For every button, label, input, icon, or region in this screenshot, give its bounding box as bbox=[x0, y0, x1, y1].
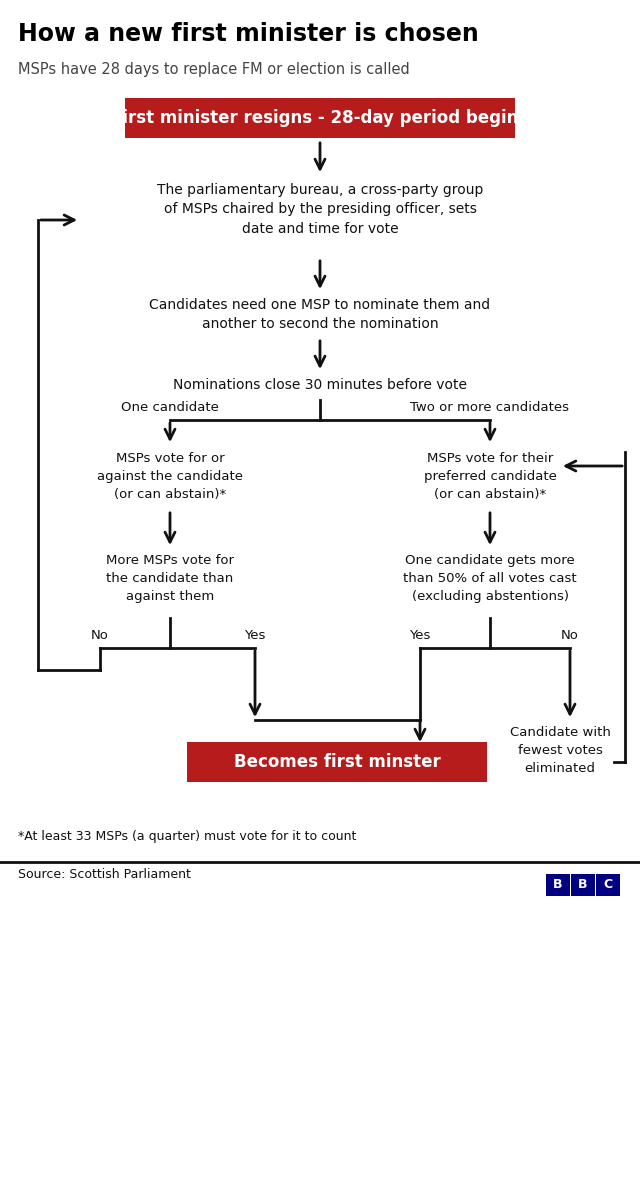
FancyBboxPatch shape bbox=[546, 874, 570, 896]
FancyBboxPatch shape bbox=[571, 874, 595, 896]
Text: Candidate with
fewest votes
eliminated: Candidate with fewest votes eliminated bbox=[509, 726, 611, 775]
FancyBboxPatch shape bbox=[596, 874, 620, 896]
Text: Becomes first minster: Becomes first minster bbox=[234, 753, 440, 771]
Text: The parliamentary bureau, a cross-party group
of MSPs chaired by the presiding o: The parliamentary bureau, a cross-party … bbox=[157, 183, 483, 236]
Text: Candidates need one MSP to nominate them and
another to second the nomination: Candidates need one MSP to nominate them… bbox=[149, 298, 491, 331]
Text: B: B bbox=[553, 878, 563, 891]
FancyBboxPatch shape bbox=[125, 98, 515, 138]
FancyBboxPatch shape bbox=[187, 742, 487, 782]
Text: Yes: Yes bbox=[410, 630, 431, 643]
Text: Two or more candidates: Two or more candidates bbox=[410, 401, 570, 414]
Text: MSPs have 28 days to replace FM or election is called: MSPs have 28 days to replace FM or elect… bbox=[18, 62, 410, 77]
Text: Nominations close 30 minutes before vote: Nominations close 30 minutes before vote bbox=[173, 378, 467, 391]
Text: C: C bbox=[604, 878, 612, 891]
Text: One candidate: One candidate bbox=[121, 401, 219, 414]
Text: No: No bbox=[91, 630, 109, 643]
Text: How a new first minister is chosen: How a new first minister is chosen bbox=[18, 22, 479, 46]
Text: MSPs vote for their
preferred candidate
(or can abstain)*: MSPs vote for their preferred candidate … bbox=[424, 452, 556, 501]
Text: No: No bbox=[561, 630, 579, 643]
Text: *At least 33 MSPs (a quarter) must vote for it to count: *At least 33 MSPs (a quarter) must vote … bbox=[18, 830, 356, 843]
Text: MSPs vote for or
against the candidate
(or can abstain)*: MSPs vote for or against the candidate (… bbox=[97, 452, 243, 501]
Text: Yes: Yes bbox=[244, 630, 266, 643]
Text: First minister resigns - 28-day period begins: First minister resigns - 28-day period b… bbox=[111, 108, 529, 127]
Text: One candidate gets more
than 50% of all votes cast
(excluding abstentions): One candidate gets more than 50% of all … bbox=[403, 554, 577, 602]
Text: Source: Scottish Parliament: Source: Scottish Parliament bbox=[18, 868, 191, 881]
Text: More MSPs vote for
the candidate than
against them: More MSPs vote for the candidate than ag… bbox=[106, 554, 234, 602]
Text: B: B bbox=[579, 878, 588, 891]
